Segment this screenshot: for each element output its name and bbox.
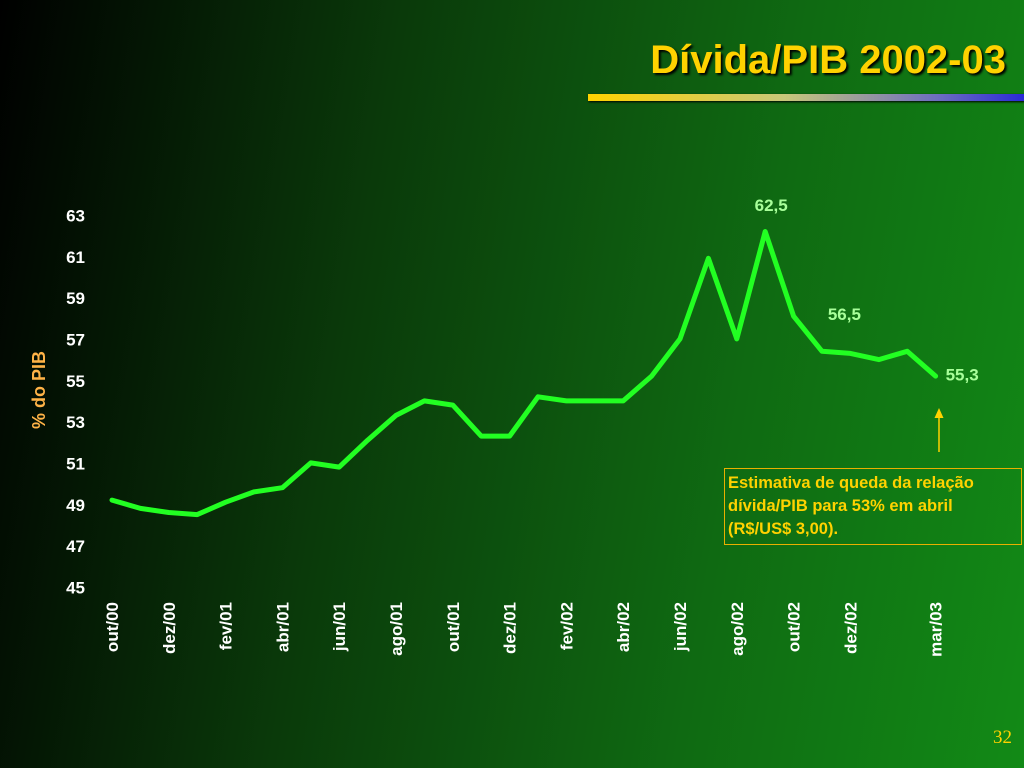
data-label: 55,3 bbox=[946, 366, 979, 385]
y-tick-label: 61 bbox=[66, 248, 85, 267]
x-tick-label: mar/03 bbox=[927, 602, 946, 657]
x-tick-label: ago/01 bbox=[387, 602, 406, 656]
x-tick-label: fev/01 bbox=[217, 602, 236, 650]
y-tick-label: 49 bbox=[66, 496, 85, 515]
annotation-note-box: Estimativa de queda da relação dívida/PI… bbox=[724, 468, 1022, 545]
x-tick-label: jun/02 bbox=[671, 602, 690, 652]
y-axis-label: % do PIB bbox=[29, 351, 49, 429]
data-label: 62,5 bbox=[755, 196, 788, 215]
x-tick-label: fev/02 bbox=[557, 602, 576, 650]
y-tick-label: 63 bbox=[66, 206, 85, 225]
x-tick-label: out/01 bbox=[444, 602, 463, 652]
series-line-debt-gdp bbox=[109, 229, 939, 518]
y-tick-label: 51 bbox=[66, 454, 85, 473]
title-underline-bar bbox=[588, 94, 1024, 101]
y-tick-label: 53 bbox=[66, 413, 85, 432]
x-tick-label: dez/02 bbox=[841, 602, 860, 654]
data-label: 56,5 bbox=[828, 305, 861, 324]
x-tick-label: ago/02 bbox=[728, 602, 747, 656]
y-tick-label: 59 bbox=[66, 289, 85, 308]
x-tick-label: abr/01 bbox=[273, 602, 292, 652]
x-tick-label: out/02 bbox=[785, 602, 804, 652]
annotation-arrow bbox=[934, 408, 944, 452]
x-tick-label: dez/01 bbox=[501, 602, 520, 654]
y-tick-label: 55 bbox=[66, 372, 85, 391]
slide-title: Dívida/PIB 2002-03 bbox=[650, 38, 1006, 82]
y-tick-label: 57 bbox=[66, 330, 85, 349]
page-number: 32 bbox=[993, 727, 1012, 748]
x-tick-label: abr/02 bbox=[614, 602, 633, 652]
y-tick-label: 45 bbox=[66, 578, 85, 597]
x-tick-label: jun/01 bbox=[330, 602, 349, 652]
x-tick-label: out/00 bbox=[103, 602, 122, 652]
y-tick-label: 47 bbox=[66, 537, 85, 556]
x-tick-label: dez/00 bbox=[160, 602, 179, 654]
